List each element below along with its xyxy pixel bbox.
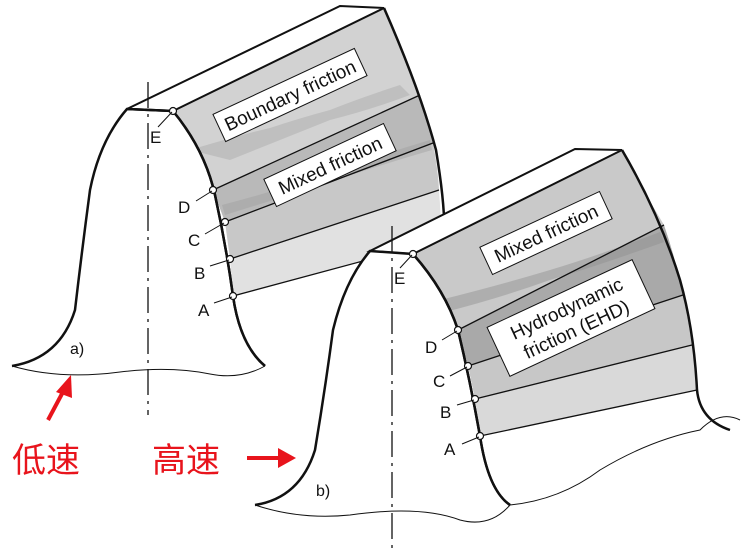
label-b-C: C [433,372,445,391]
point-b-B [470,394,480,404]
high-speed-label: 高速 [152,441,220,481]
tooth-b-flank-band-bottom [475,345,697,436]
annotation-low-speed: 低速 [12,375,80,481]
point-a-B [225,254,235,264]
low-speed-label: 低速 [12,441,80,481]
point-b-A [475,431,485,441]
label-a-E: E [150,128,161,147]
tooth-a: Boundary friction Mixed friction E D C B… [11,4,446,415]
point-a-C [220,217,230,227]
label-b-B: B [440,403,451,422]
label-a-A: A [198,301,210,320]
tooth-a-texture [190,85,410,160]
tooth-a-flank-band-low [225,143,439,259]
label-a-D: D [178,198,190,217]
label-b-D: D [425,338,437,357]
tooth-b-texture [440,232,664,312]
label-b-E: E [394,269,405,288]
point-a-A [228,291,238,301]
tooth-b: Mixed friction Hydrodynamic friction (EH… [254,147,741,548]
annotation-high-speed: 高速 [152,441,296,481]
label-a-C: C [188,231,200,250]
caption-a: a) [70,341,84,358]
tooth-b-flank-band-low [468,295,692,399]
tooth-a-flank-band-bottom [230,190,441,296]
low-speed-arrow-icon [56,375,72,398]
high-speed-arrow-icon [278,448,296,468]
point-b-C [463,361,473,371]
label-a-B: B [194,264,205,283]
caption-b: b) [316,483,330,500]
label-b-A: A [444,440,456,459]
